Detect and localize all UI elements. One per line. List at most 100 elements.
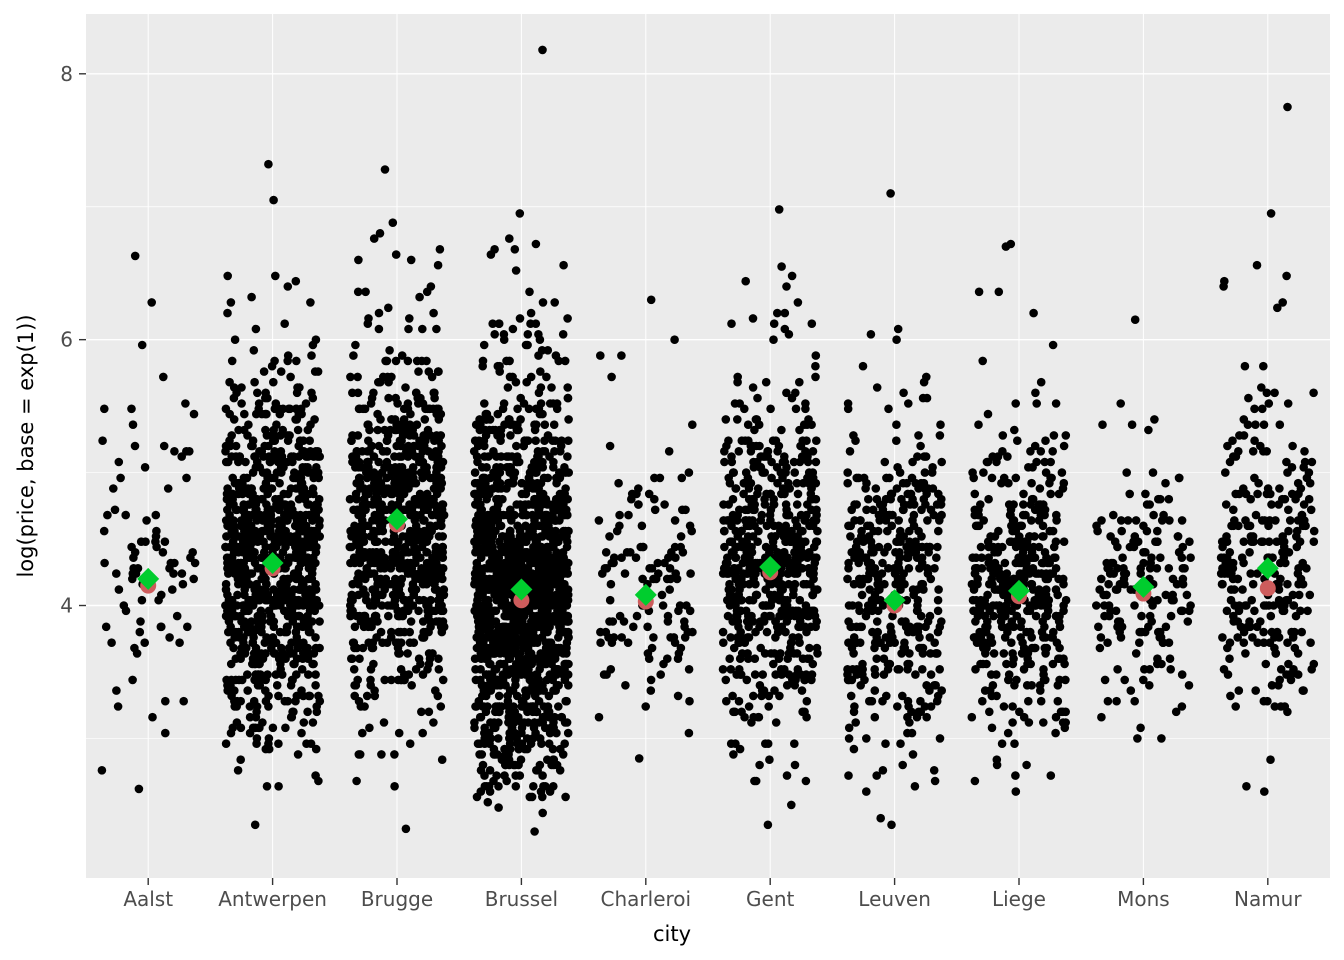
- data-point: [403, 452, 413, 461]
- data-point: [905, 649, 914, 658]
- data-point: [248, 441, 257, 451]
- data-point: [373, 558, 383, 568]
- data-point: [752, 590, 762, 600]
- data-point: [925, 686, 934, 695]
- data-point: [1092, 521, 1101, 531]
- data-point: [1005, 510, 1015, 520]
- data-point: [270, 473, 279, 483]
- data-point: [996, 585, 1005, 594]
- outlier-point: [134, 784, 144, 794]
- data-point: [917, 532, 926, 541]
- data-point: [306, 627, 315, 637]
- data-point: [230, 335, 240, 345]
- data-point: [741, 276, 750, 286]
- data-point: [416, 393, 425, 403]
- data-point: [607, 372, 616, 382]
- data-point: [240, 564, 250, 573]
- data-point: [256, 590, 266, 600]
- data-point: [1042, 643, 1052, 653]
- data-point: [725, 516, 734, 525]
- data-point: [846, 532, 855, 541]
- data-point: [261, 425, 270, 435]
- outlier-point: [1011, 787, 1021, 796]
- data-point: [251, 510, 261, 520]
- data-point: [1164, 564, 1174, 573]
- data-point: [769, 494, 778, 504]
- data-point: [1166, 611, 1176, 621]
- data-point: [1053, 590, 1062, 600]
- data-point: [411, 510, 421, 520]
- data-point: [422, 601, 431, 610]
- data-point: [488, 319, 498, 329]
- data-point: [238, 548, 248, 557]
- data-point: [761, 585, 770, 594]
- data-point: [437, 521, 446, 531]
- data-point: [908, 750, 918, 759]
- data-point: [670, 542, 680, 552]
- data-point: [920, 484, 929, 493]
- data-point: [290, 468, 299, 477]
- data-point: [509, 702, 518, 711]
- data-point: [1025, 569, 1034, 578]
- data-point: [650, 473, 659, 483]
- data-point: [404, 484, 413, 493]
- data-point: [736, 670, 746, 679]
- data-point: [479, 702, 489, 711]
- data-point: [564, 415, 573, 424]
- data-point: [292, 670, 301, 679]
- data-point: [973, 579, 982, 589]
- data-point: [411, 585, 421, 594]
- data-point: [253, 649, 263, 658]
- data-point: [436, 702, 446, 711]
- outlier-point: [763, 820, 773, 830]
- data-point: [1039, 633, 1048, 642]
- data-point: [1122, 468, 1131, 477]
- data-point: [154, 595, 163, 605]
- data-point: [629, 622, 638, 632]
- data-point: [647, 643, 657, 653]
- data-point: [275, 457, 285, 467]
- data-point: [503, 383, 513, 392]
- data-point: [753, 393, 762, 403]
- data-point: [482, 606, 491, 616]
- data-point: [811, 457, 821, 467]
- data-point: [361, 505, 370, 515]
- data-point: [663, 611, 673, 621]
- data-point: [287, 638, 296, 647]
- data-point: [142, 516, 151, 525]
- data-point: [851, 718, 860, 727]
- data-point: [305, 691, 315, 701]
- data-point: [910, 782, 920, 791]
- data-point: [751, 415, 761, 424]
- data-point: [1171, 707, 1181, 717]
- data-point: [730, 569, 740, 578]
- data-point: [760, 500, 770, 509]
- data-point: [977, 564, 987, 573]
- data-point: [936, 420, 945, 430]
- data-point: [684, 468, 694, 477]
- data-point: [403, 356, 413, 366]
- data-point: [282, 510, 292, 520]
- data-point: [918, 393, 928, 403]
- data-point: [349, 351, 358, 360]
- data-point: [1038, 521, 1048, 531]
- data-point: [359, 553, 369, 562]
- data-point: [742, 675, 752, 685]
- data-point: [314, 776, 323, 786]
- data-point: [844, 675, 854, 685]
- data-point: [598, 569, 607, 578]
- data-point: [291, 276, 301, 286]
- data-point: [1119, 569, 1129, 578]
- data-point: [933, 542, 942, 552]
- outlier-point: [530, 827, 539, 836]
- data-point: [408, 463, 418, 472]
- data-point: [865, 569, 874, 578]
- data-point: [1282, 457, 1291, 467]
- data-point: [243, 686, 252, 695]
- data-point: [257, 627, 266, 637]
- data-point: [415, 292, 424, 302]
- data-point: [306, 532, 315, 541]
- data-point: [1061, 675, 1070, 685]
- data-point: [512, 548, 522, 557]
- data-point: [286, 372, 295, 382]
